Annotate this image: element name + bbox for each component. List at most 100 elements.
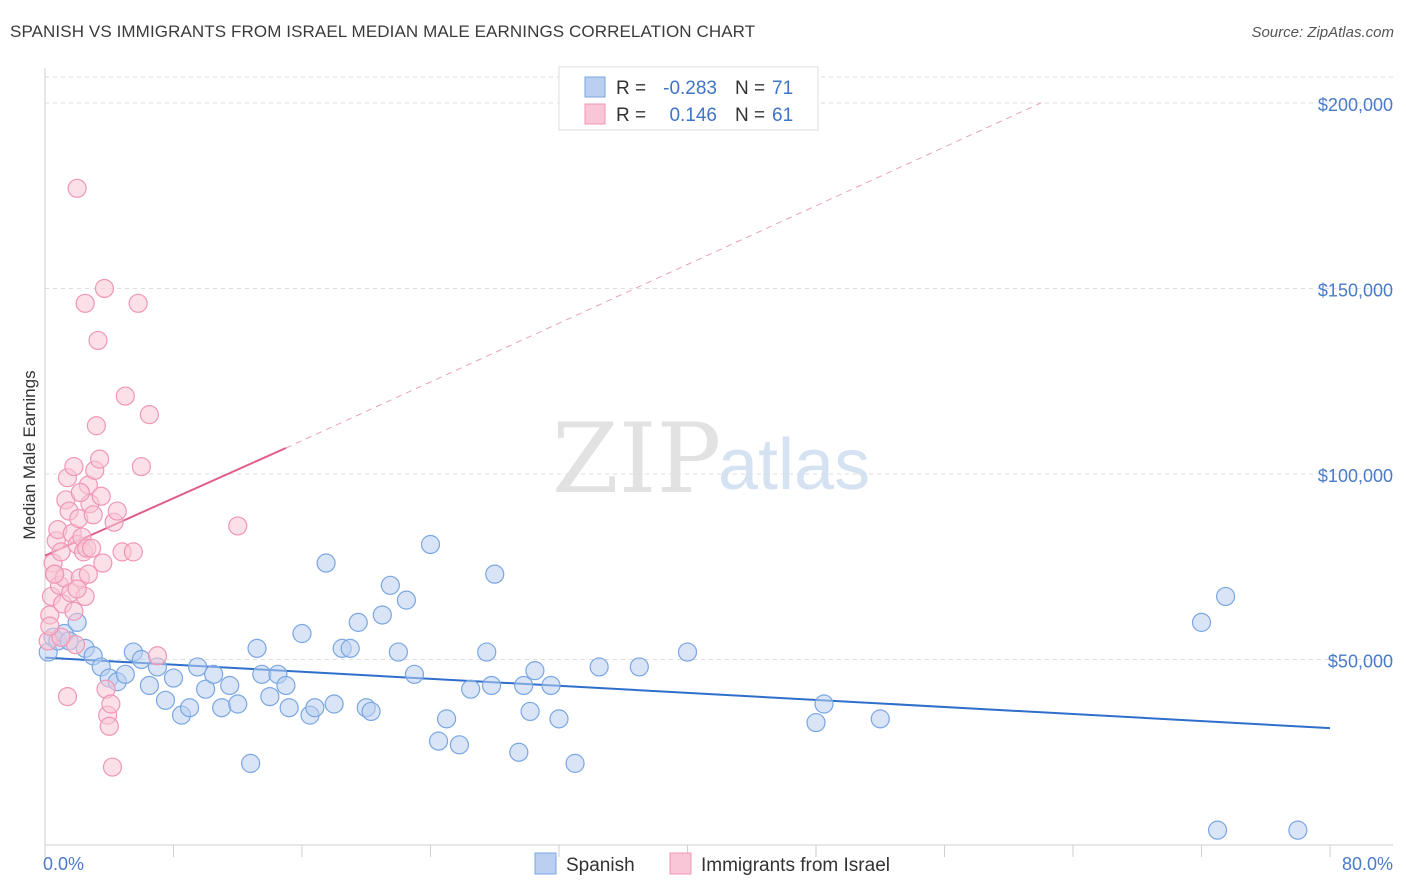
point-spanish-33: [292, 623, 312, 644]
x-tick-label-left: 0.0%: [43, 854, 84, 874]
point-spanish-55: [485, 564, 505, 584]
point-israel-48: [139, 405, 160, 425]
point-israel-42: [107, 501, 127, 521]
point-spanish-32: [279, 698, 299, 718]
point-spanish-58: [520, 701, 540, 722]
legend-n-label-1: N =: [735, 78, 765, 99]
point-spanish-53: [477, 642, 497, 662]
legend-r-label-2: R =: [616, 105, 646, 126]
grid-lines: [45, 76, 1393, 660]
bottom-legend-swatch-israel: [669, 852, 692, 875]
point-spanish-50: [428, 731, 449, 751]
x-tick-label-right: 80.0%: [1342, 854, 1393, 874]
point-spanish-11: [115, 664, 135, 684]
point-spanish-63: [589, 657, 609, 677]
y-tick-label-0: $50,000: [1328, 651, 1393, 671]
point-spanish-17: [163, 668, 184, 688]
bottom-legend-swatch-spanish: [534, 852, 557, 875]
point-spanish-49: [436, 709, 457, 729]
point-spanish-69: [1191, 612, 1212, 632]
legend-n-value-1: 71: [772, 78, 793, 99]
point-israel-33: [91, 486, 111, 506]
point-israel-45: [123, 542, 143, 562]
bottom-legend-label-spanish: Spanish: [566, 855, 635, 876]
point-spanish-54: [481, 675, 502, 696]
point-spanish-62: [565, 753, 585, 773]
point-spanish-36: [316, 553, 336, 573]
y-tick-label-2: $150,000: [1318, 280, 1393, 300]
point-israel-54: [45, 564, 65, 584]
point-spanish-71: [1215, 586, 1236, 607]
watermark-zip: ZIP: [552, 403, 721, 515]
point-israel-52: [75, 293, 95, 313]
y-tick-label-3: $200,000: [1318, 95, 1393, 115]
chart-title: SPANISH VS IMMIGRANTS FROM ISRAEL MEDIAN…: [10, 22, 756, 41]
point-spanish-47: [404, 664, 425, 684]
point-spanish-31: [276, 675, 296, 696]
point-spanish-48: [420, 534, 441, 555]
point-israel-39: [101, 694, 121, 714]
point-israel-35: [94, 278, 115, 299]
trend-line-spanish: [44, 656, 1331, 730]
y-axis-title: Median Male Earnings: [20, 370, 39, 539]
point-israel-30: [86, 416, 107, 436]
axes: [44, 68, 1393, 857]
point-israel-58: [78, 564, 98, 584]
point-spanish-59: [525, 661, 545, 681]
point-spanish-37: [324, 694, 344, 714]
scatter-points: [38, 178, 1308, 840]
point-israel-60: [40, 616, 60, 636]
point-spanish-14: [139, 675, 160, 696]
legend-swatch-spanish: [584, 76, 606, 98]
point-israel-16: [64, 601, 84, 621]
point-israel-49: [147, 646, 168, 666]
point-spanish-13: [131, 649, 151, 670]
point-spanish-29: [260, 686, 280, 707]
point-spanish-44: [380, 575, 400, 595]
point-spanish-28: [252, 664, 272, 684]
chart-source: Source: ZipAtlas.com: [1251, 24, 1394, 41]
point-spanish-42: [361, 701, 381, 722]
legend-r-value-1: -0.283: [663, 78, 717, 99]
point-spanish-27: [247, 638, 267, 658]
point-spanish-22: [204, 664, 224, 684]
watermark-atlas: atlas: [718, 425, 870, 505]
point-israel-47: [131, 456, 151, 477]
point-spanish-51: [449, 735, 470, 755]
point-spanish-40: [348, 612, 368, 632]
point-spanish-56: [509, 742, 529, 762]
point-spanish-45: [388, 642, 408, 662]
point-israel-31: [88, 330, 108, 351]
point-israel-56: [64, 456, 84, 477]
correlation-legend: R = -0.283 N = 71 R = 0.146 N = 61: [558, 66, 819, 131]
legend-swatch-israel: [584, 103, 606, 125]
point-spanish-16: [155, 690, 176, 710]
point-spanish-52: [461, 679, 481, 699]
point-spanish-68: [870, 709, 890, 729]
point-israel-28: [83, 505, 103, 525]
point-spanish-67: [814, 694, 834, 714]
point-spanish-72: [1288, 820, 1308, 840]
point-israel-53: [57, 686, 78, 707]
point-spanish-61: [549, 709, 569, 729]
bottom-legend-label-israel: Immigrants from Israel: [701, 855, 890, 876]
point-israel-50: [228, 516, 248, 536]
y-tick-label-1: $100,000: [1318, 466, 1393, 486]
point-spanish-24: [220, 675, 240, 696]
point-spanish-25: [228, 694, 248, 714]
point-israel-32: [90, 449, 110, 469]
point-spanish-23: [212, 698, 232, 718]
legend-r-value-2: 0.146: [669, 105, 717, 126]
legend-n-value-2: 61: [772, 105, 793, 126]
trend-line-israel-extension: [285, 102, 1042, 449]
point-israel-46: [128, 293, 148, 313]
point-israel-44: [115, 386, 135, 406]
y-tick-labels: $50,000 $100,000 $150,000 $200,000: [1318, 95, 1393, 672]
point-spanish-26: [241, 753, 261, 773]
point-israel-40: [102, 757, 123, 777]
point-israel-51: [67, 178, 87, 198]
point-spanish-66: [806, 712, 826, 733]
point-spanish-43: [372, 605, 392, 625]
point-israel-8: [51, 542, 71, 562]
